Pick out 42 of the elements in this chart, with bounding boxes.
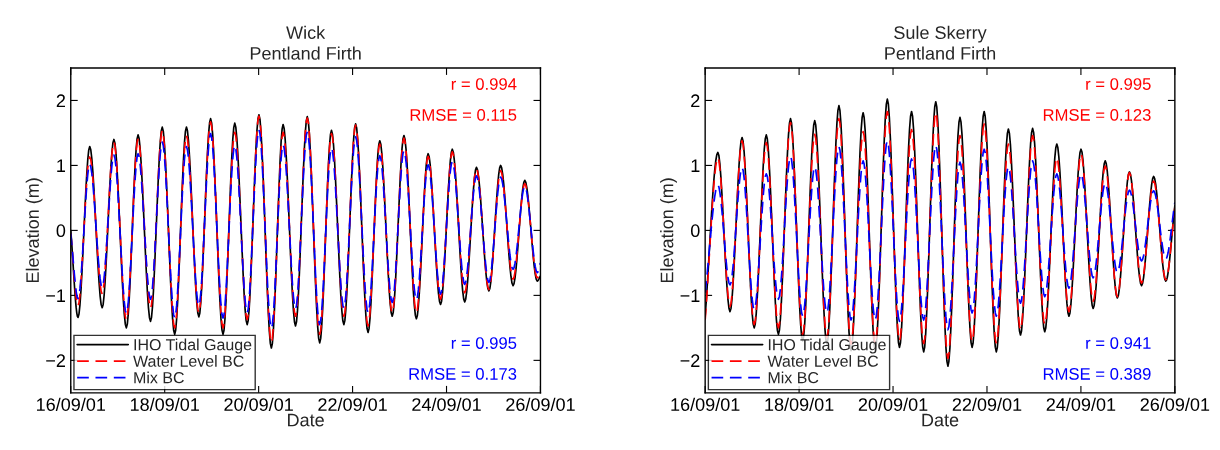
y-axis-title: Elevation (m) (25, 178, 43, 283)
y-tick-label: −1 (46, 289, 66, 302)
x-axis-title: Date (922, 413, 959, 427)
x-tick-label: 20/09/01 (858, 397, 928, 411)
legend-label: Mix BC (768, 371, 819, 384)
y-tick-label: −2 (680, 354, 700, 367)
y-tick-label: 2 (691, 94, 700, 107)
annotation: RMSE = 0.389 (1043, 368, 1151, 380)
x-axis-title: Date (288, 413, 324, 427)
chart-title: Wick Pentland Firth (250, 25, 361, 60)
annotation: r = 0.995 (1086, 78, 1151, 90)
x-tick-label: 16/09/01 (37, 397, 106, 411)
legend-label: IHO Tidal Gauge (768, 338, 886, 354)
x-tick-label: 24/09/01 (412, 397, 481, 411)
annotation: r = 0.995 (451, 337, 517, 349)
legend-label: IHO Tidal Gauge (134, 338, 252, 354)
y-tick-label: 1 (691, 159, 700, 172)
y-tick-label: 1 (57, 159, 66, 172)
y-axis-title: Elevation (m) (660, 178, 677, 283)
x-tick-label: 20/09/01 (224, 397, 293, 411)
x-tick-label: 22/09/01 (318, 397, 387, 411)
annotation: r = 0.994 (451, 78, 517, 90)
y-tick-label: 0 (56, 224, 66, 238)
x-tick-label: 18/09/01 (765, 397, 834, 411)
legend-label: Water Level BC (767, 355, 879, 367)
x-tick-label: 18/09/01 (130, 397, 199, 411)
y-tick-label: −1 (680, 289, 700, 302)
y-tick-label: 2 (56, 94, 65, 107)
annotation: RMSE = 0.115 (410, 109, 517, 121)
x-tick-label: 24/09/01 (1046, 397, 1116, 411)
chart-title: Sule Skerry Pentland Firth (885, 25, 996, 60)
legend-label: Water Level BC (133, 355, 244, 367)
annotation: RMSE = 0.173 (409, 368, 517, 380)
annotation: RMSE = 0.123 (1043, 109, 1151, 121)
y-tick-label: 0 (690, 224, 700, 238)
annotation: r = 0.941 (1086, 337, 1151, 349)
y-tick-label: −2 (46, 354, 65, 367)
x-tick-label: 26/09/01 (506, 397, 575, 411)
x-tick-label: 26/09/01 (1140, 397, 1210, 411)
x-tick-label: 16/09/01 (671, 397, 740, 411)
legend-label: Mix BC (134, 371, 184, 384)
x-tick-label: 22/09/01 (952, 397, 1022, 411)
